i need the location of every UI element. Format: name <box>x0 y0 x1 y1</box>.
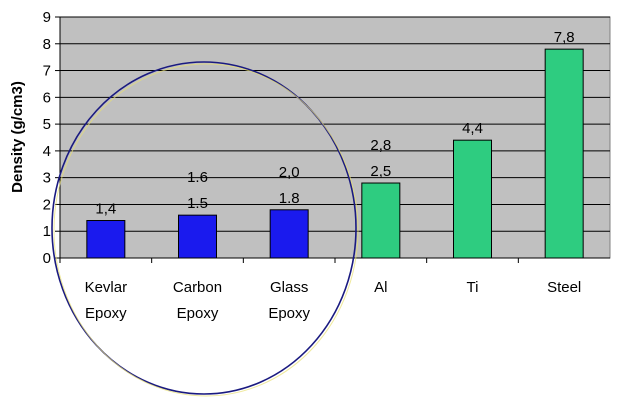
bar <box>269 209 309 259</box>
category-label: Glass <box>270 279 308 296</box>
data-label: 4,4 <box>462 120 483 137</box>
category-label: Epoxy <box>268 305 310 322</box>
data-label: 1.6 <box>187 169 208 186</box>
y-tick-label: 8 <box>43 36 51 53</box>
y-tick-label: 6 <box>43 89 51 106</box>
category-label: Ti <box>467 279 479 296</box>
bar <box>178 214 217 259</box>
bar <box>361 182 401 259</box>
data-label: 2,0 <box>279 164 300 181</box>
gridlines <box>60 16 610 232</box>
y-tick-label: 1 <box>43 223 51 240</box>
category-label: Steel <box>547 279 581 296</box>
plot-area <box>59 16 611 259</box>
bar <box>544 48 584 259</box>
data-label: 1.8 <box>279 190 300 207</box>
y-tick-label: 0 <box>43 250 51 267</box>
bar <box>86 220 126 259</box>
y-tick-label: 9 <box>43 9 51 26</box>
category-label: Epoxy <box>85 305 127 322</box>
category-labels: Kevlar Epoxy Carbon Epoxy Glass Epoxy Al Ti Stee… <box>59 258 581 322</box>
category-label: Al <box>374 279 387 296</box>
bar <box>453 139 492 259</box>
composites-highlight-ellipse <box>51 61 357 395</box>
bars <box>86 48 584 259</box>
category-label: Carbon <box>173 279 222 296</box>
y-tick-label: 7 <box>43 63 51 80</box>
category-label: Kevlar <box>85 279 128 296</box>
composites-highlight-ellipse-shadow <box>53 63 359 397</box>
data-label: 2,8 <box>370 137 391 154</box>
y-tick-label: 3 <box>43 170 51 187</box>
y-tick-label: 2 <box>43 196 51 213</box>
data-label: 1.5 <box>187 195 208 212</box>
y-axis-title: Density (g/cm3) <box>9 81 26 193</box>
y-tick-label: 5 <box>43 116 51 133</box>
data-labels: 1,4 1.5 1.6 1.8 2,0 2,5 2,8 4,4 7,8 <box>95 29 574 217</box>
data-label: 7,8 <box>554 29 575 46</box>
category-label: Epoxy <box>177 305 219 322</box>
y-axis-ticks: 0 1 2 3 4 5 6 7 8 9 <box>43 9 60 267</box>
data-label: 1,4 <box>95 201 116 218</box>
y-tick-label: 4 <box>43 143 51 160</box>
data-label: 2,5 <box>370 163 391 180</box>
